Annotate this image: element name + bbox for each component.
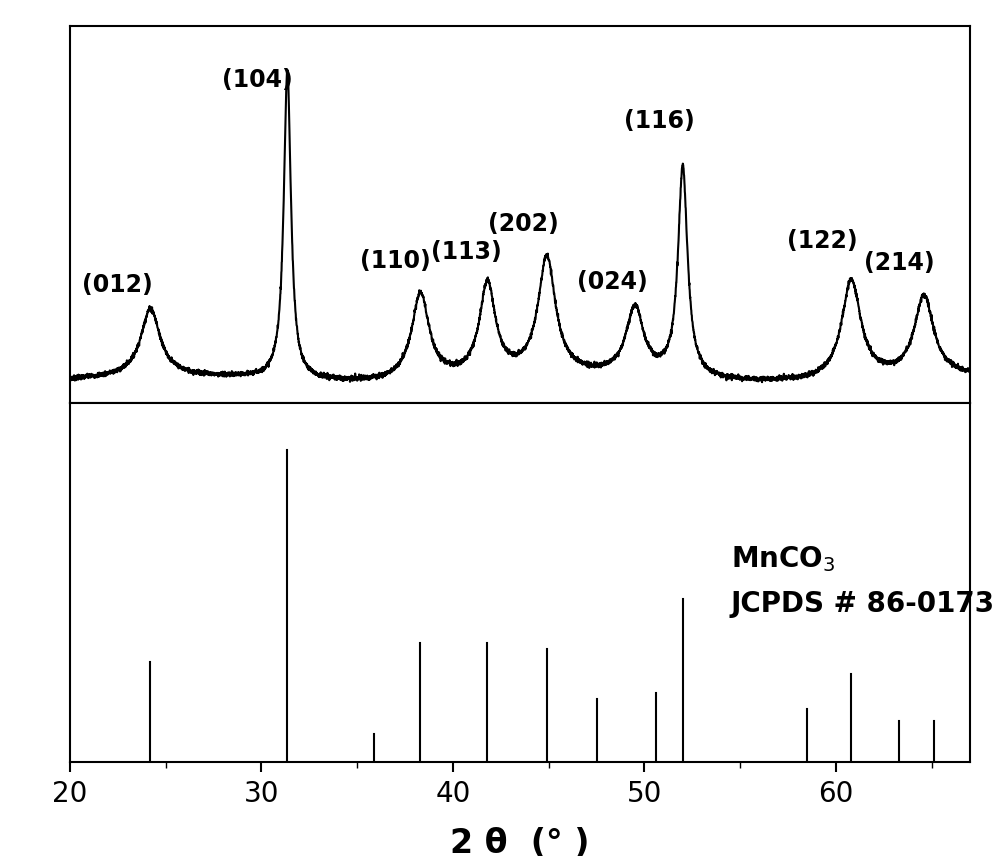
- Text: JCPDS # 86-0173: JCPDS # 86-0173: [731, 590, 995, 618]
- Text: MnCO$_3$: MnCO$_3$: [731, 544, 835, 574]
- Text: (024): (024): [577, 270, 647, 294]
- Text: (012): (012): [82, 273, 153, 297]
- Text: (113): (113): [431, 241, 502, 265]
- X-axis label: 2 θ  (° ): 2 θ (° ): [450, 828, 590, 856]
- Text: (116): (116): [624, 109, 695, 133]
- Text: (214): (214): [864, 251, 934, 275]
- Text: (202): (202): [488, 212, 559, 236]
- Text: (104): (104): [222, 68, 293, 92]
- Text: (122): (122): [787, 229, 858, 253]
- Text: (110): (110): [360, 249, 431, 273]
